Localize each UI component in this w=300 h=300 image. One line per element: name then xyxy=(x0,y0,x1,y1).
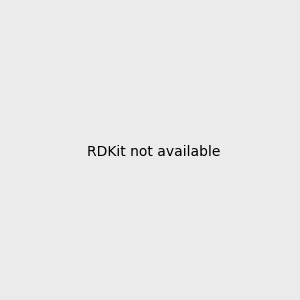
Text: RDKit not available: RDKit not available xyxy=(87,145,220,158)
